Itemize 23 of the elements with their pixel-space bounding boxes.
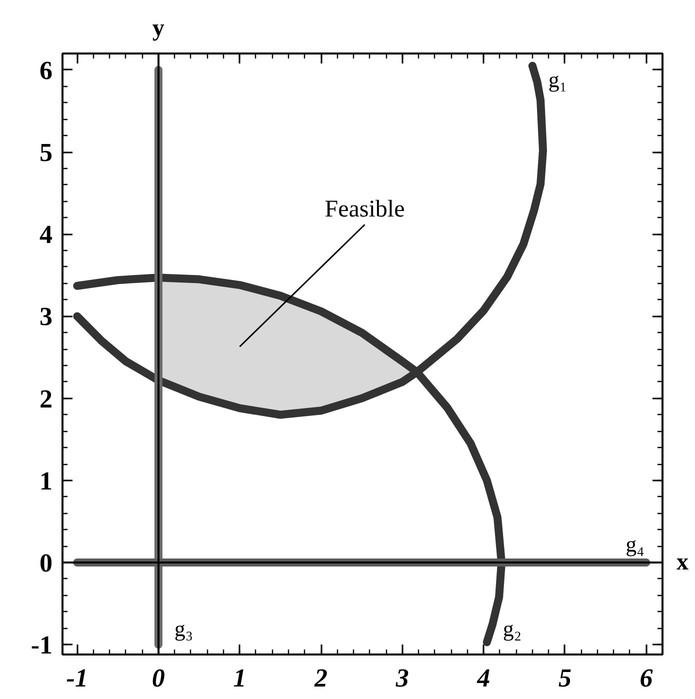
x-tick-label: -1 <box>66 664 88 692</box>
annotation: Feasible <box>324 196 405 223</box>
y-tick-label: 5 <box>40 138 52 168</box>
x-tick-label: 5 <box>558 664 572 692</box>
x-axis-title: x <box>676 550 688 576</box>
x-tick-label: 2 <box>314 664 328 692</box>
series-label: g₄ <box>626 532 644 557</box>
x-tick-label: 1 <box>233 664 246 692</box>
series-label: g₂ <box>502 616 522 641</box>
y-tick-label: -1 <box>30 630 53 660</box>
series-label: g₁ <box>548 67 568 92</box>
y-tick-label: 3 <box>40 302 52 332</box>
x-tick-label: 4 <box>476 664 490 692</box>
y-tick-label: 0 <box>40 548 52 578</box>
y-tick-label: 2 <box>40 384 52 414</box>
y-tick-label: 1 <box>40 466 52 496</box>
y-tick-label: 4 <box>40 220 52 250</box>
y-axis-title: y <box>152 16 164 42</box>
x-tick-label: 0 <box>152 664 165 692</box>
y-tick-label: 6 <box>40 56 52 85</box>
x-tick-label: 6 <box>640 664 653 692</box>
series-label: g₃ <box>174 616 194 641</box>
x-tick-label: 3 <box>394 664 409 692</box>
